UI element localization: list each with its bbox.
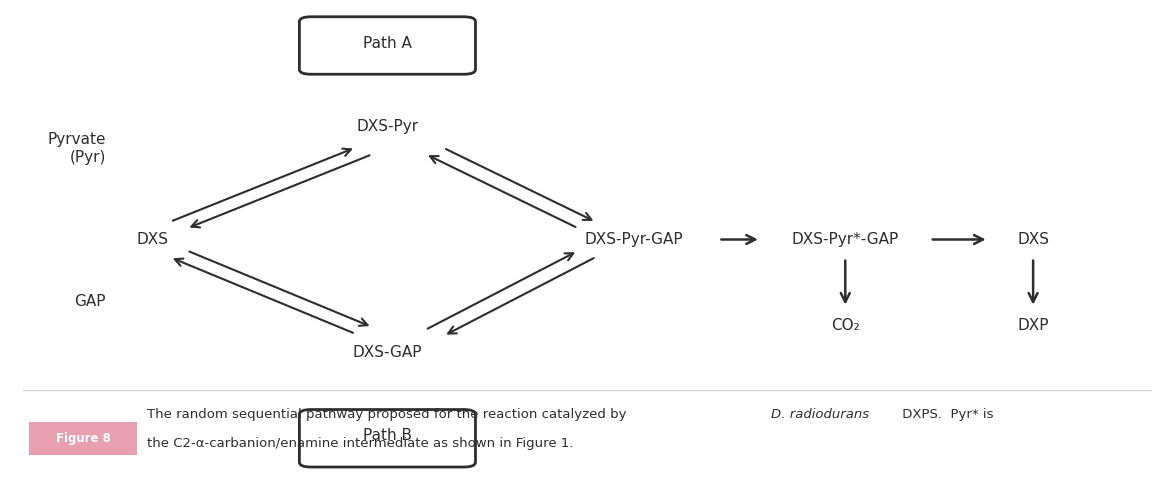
Text: DXS: DXS — [136, 232, 169, 247]
FancyBboxPatch shape — [29, 422, 137, 455]
Text: DXS-GAP: DXS-GAP — [352, 344, 423, 360]
Text: Figure 8: Figure 8 — [56, 432, 110, 445]
Text: Path B: Path B — [363, 428, 412, 444]
Text: The random sequential pathway proposed for the reaction catalyzed by: The random sequential pathway proposed f… — [147, 408, 630, 421]
Text: Path A: Path A — [363, 35, 412, 51]
Text: the C2-α-carbanion/enamine intermediate as shown in Figure 1.: the C2-α-carbanion/enamine intermediate … — [147, 436, 573, 450]
Text: DXPS.  Pyr* is: DXPS. Pyr* is — [898, 408, 993, 421]
Text: DXP: DXP — [1018, 318, 1048, 333]
Text: CO₂: CO₂ — [831, 318, 859, 333]
Text: DXS: DXS — [1017, 232, 1050, 247]
Text: DXS-Pyr: DXS-Pyr — [357, 119, 418, 135]
Text: D. radiodurans: D. radiodurans — [771, 408, 869, 421]
FancyBboxPatch shape — [299, 17, 475, 74]
FancyBboxPatch shape — [299, 410, 475, 467]
Text: DXS-Pyr*-GAP: DXS-Pyr*-GAP — [791, 232, 899, 247]
Text: DXS-Pyr-GAP: DXS-Pyr-GAP — [585, 232, 683, 247]
Text: Pyrvate
(Pyr): Pyrvate (Pyr) — [47, 132, 106, 165]
Text: GAP: GAP — [74, 294, 106, 309]
